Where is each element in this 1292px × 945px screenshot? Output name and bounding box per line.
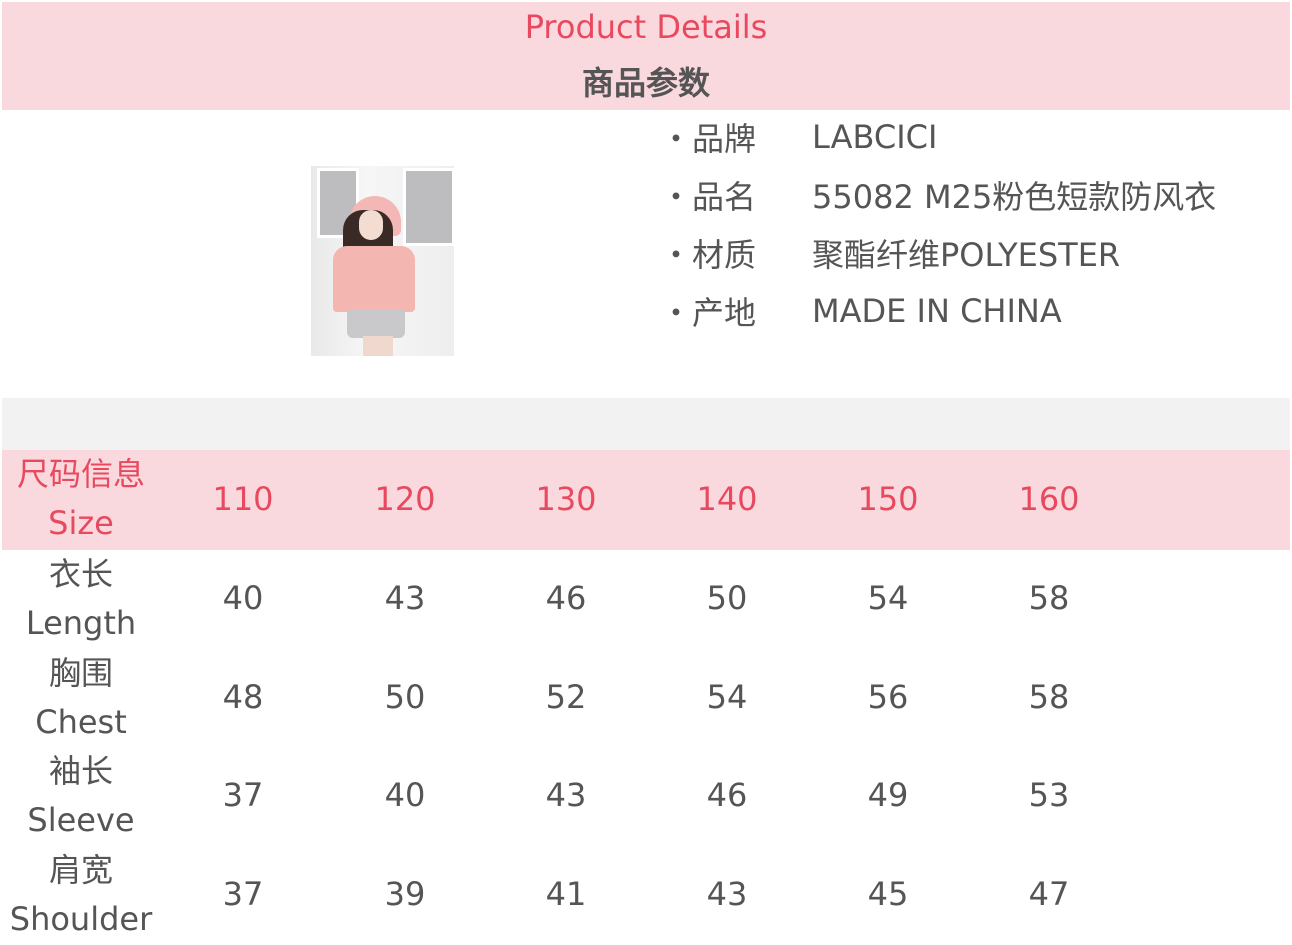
row-label-cn: 肩宽 (48, 850, 113, 889)
row-label-en: Length (25, 604, 137, 642)
size-label-en: Size (48, 504, 114, 542)
size-header-cell: 110 (212, 480, 274, 518)
row-label-en: Sleeve (27, 801, 135, 839)
table-cell: 56 (867, 677, 909, 716)
row-label-cn: 袖长 (48, 752, 113, 790)
size-label-cn: 尺码信息 (16, 455, 145, 493)
table-cell: 37 (222, 776, 264, 814)
legs (363, 336, 393, 356)
table-cell: 58 (1028, 579, 1070, 617)
row-label-en: Chest (35, 702, 127, 741)
info-row: ・品名 55082 M25粉色短款防风衣 (660, 175, 1217, 216)
row-label-cn: 胸围 (48, 653, 113, 692)
face (359, 210, 383, 240)
table-cell: 43 (545, 776, 587, 814)
info-value: LABCICI (812, 118, 938, 156)
table-cell: 43 (384, 579, 426, 617)
table-cell: 49 (867, 776, 909, 814)
window (317, 168, 359, 238)
divider-band (2, 398, 1290, 450)
table-cell: 45 (867, 874, 909, 913)
size-header-cell: 140 (696, 480, 758, 518)
table-cell: 37 (222, 874, 264, 913)
size-header-row (2, 450, 1290, 550)
table-cell: 52 (545, 677, 587, 716)
table-cell: 40 (384, 776, 426, 814)
info-key: ・材质 (660, 236, 757, 274)
table-cell: 40 (222, 579, 264, 617)
size-header-cell: 150 (857, 480, 919, 518)
size-header-cell: 130 (535, 480, 597, 518)
table-cell: 47 (1028, 874, 1070, 913)
info-value: 55082 M25粉色短款防风衣 (812, 178, 1217, 216)
product-image (311, 166, 454, 356)
table-cell: 48 (222, 677, 264, 716)
table-cell: 46 (706, 776, 748, 814)
info-key: ・品名 (660, 178, 757, 216)
info-row: ・品牌 LABCICI (660, 117, 938, 158)
info-value: MADE IN CHINA (812, 292, 1062, 330)
title-cn: 商品参数 (581, 64, 710, 102)
table-cell: 54 (867, 579, 909, 617)
table-cell: 43 (706, 874, 748, 913)
table-cell: 46 (545, 579, 587, 617)
row-label-en: Shoulder (9, 899, 153, 938)
info-row: ・材质 聚酯纤维POLYESTER (660, 233, 1121, 274)
title-en: Product Details (524, 8, 768, 46)
info-row: ・产地 MADE IN CHINA (660, 291, 1062, 332)
header-banner: Product Details 商品参数 (2, 2, 1290, 110)
table-cell: 50 (706, 579, 748, 617)
table-cell: 50 (384, 677, 426, 716)
info-value: 聚酯纤维POLYESTER (812, 236, 1121, 274)
table-cell: 58 (1028, 677, 1070, 716)
table-cell: 39 (384, 874, 426, 913)
table-cell: 53 (1028, 776, 1070, 814)
info-key: ・品牌 (660, 120, 757, 158)
jacket (333, 246, 415, 312)
table-cell: 41 (545, 874, 587, 913)
row-label-cn: 衣长 (48, 555, 113, 593)
skirt (347, 310, 405, 338)
size-header-cell: 120 (374, 480, 436, 518)
window (403, 168, 454, 246)
table-cell: 54 (706, 677, 748, 716)
size-header-cell: 160 (1018, 480, 1080, 518)
info-key: ・产地 (660, 294, 757, 332)
